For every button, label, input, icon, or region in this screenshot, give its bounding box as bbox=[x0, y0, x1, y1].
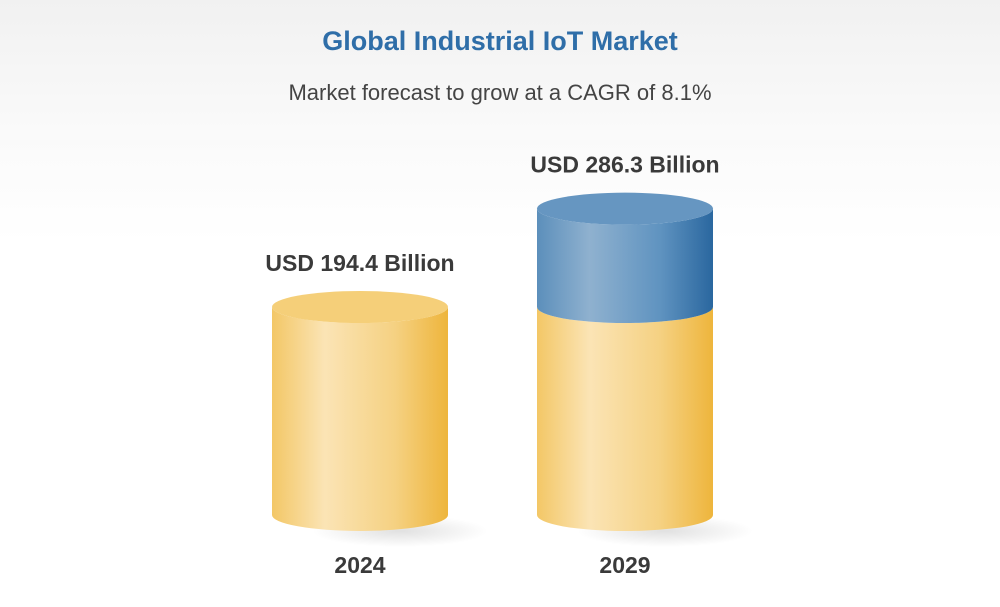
data-label: USD 194.4 Billion bbox=[265, 250, 454, 276]
data-label: USD 286.3 Billion bbox=[530, 152, 719, 178]
cylinder-growth-2029 bbox=[537, 208, 713, 323]
chart-subtitle: Market forecast to grow at a CAGR of 8.1… bbox=[288, 80, 712, 105]
cylinder-base-2024 bbox=[272, 307, 448, 531]
x-tick-label: 2029 bbox=[599, 552, 650, 578]
x-tick-label: 2024 bbox=[334, 552, 385, 578]
chart-title: Global Industrial IoT Market bbox=[322, 26, 678, 56]
cylinder-top-2029 bbox=[537, 192, 713, 225]
cylinder-base-2029 bbox=[537, 307, 713, 531]
cylinder-top-2024 bbox=[272, 291, 448, 323]
